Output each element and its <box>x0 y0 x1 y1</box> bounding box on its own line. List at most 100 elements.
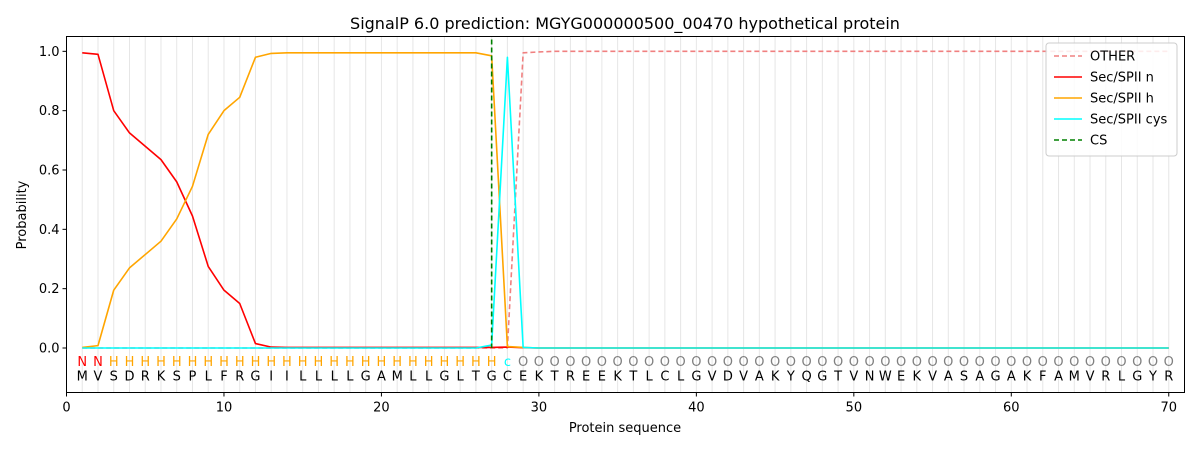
region-label: H <box>471 355 481 370</box>
x-tick-label: 10 <box>216 401 233 416</box>
region-label: O <box>943 355 953 370</box>
region-label: H <box>109 355 119 370</box>
x-tick-label: 20 <box>373 401 390 416</box>
y-tick-label: 0.6 <box>39 164 60 179</box>
residue-letter: A <box>755 370 764 385</box>
residue-letter: L <box>457 370 465 385</box>
x-tick-label: 50 <box>846 401 863 416</box>
region-label: O <box>1006 355 1016 370</box>
residue-letter: Y <box>1148 370 1157 385</box>
region-label: O <box>628 355 638 370</box>
x-tick-label: 30 <box>531 401 548 416</box>
residue-letter: T <box>628 370 637 385</box>
region-label: H <box>298 355 308 370</box>
series-line-sec-spii-cys <box>82 56 1169 349</box>
region-label: H <box>235 355 245 370</box>
region-label: H <box>377 355 387 370</box>
y-tick-label: 0.0 <box>39 342 60 357</box>
region-label: O <box>770 355 780 370</box>
residue-letter: C <box>503 370 512 385</box>
residue-letter: L <box>205 370 213 385</box>
residue-letter: Q <box>801 370 811 385</box>
region-label: H <box>314 355 324 370</box>
region-label: O <box>975 355 985 370</box>
series-line-sec-spii-n <box>82 52 1169 349</box>
region-label: O <box>849 355 859 370</box>
region-label: O <box>912 355 922 370</box>
residue-letter: P <box>189 370 197 385</box>
x-tick-label: 0 <box>62 401 70 416</box>
residue-letter: G <box>817 370 827 385</box>
region-label: H <box>408 355 418 370</box>
series-line-sec-spii-h <box>82 52 1169 349</box>
residue-letter: F <box>1039 370 1046 385</box>
residue-letter: G <box>991 370 1001 385</box>
residue-letter: L <box>346 370 354 385</box>
region-label: H <box>172 355 182 370</box>
legend-entry: CS <box>1090 134 1107 149</box>
residue-letter: Y <box>786 370 795 385</box>
legend-entry: OTHER <box>1090 50 1135 65</box>
residue-letter: L <box>645 370 653 385</box>
x-tick-label: 60 <box>1003 401 1020 416</box>
region-label: O <box>581 355 591 370</box>
residue-letter: N <box>865 370 875 385</box>
residue-letter: G <box>487 370 497 385</box>
residue-letter: T <box>471 370 480 385</box>
x-tick-label: 40 <box>688 401 705 416</box>
residue-letter: G <box>361 370 371 385</box>
residue-letter: V <box>1086 370 1095 385</box>
residue-letter: K <box>535 370 544 385</box>
residue-letter: V <box>708 370 717 385</box>
region-label: O <box>1164 355 1174 370</box>
region-label: O <box>597 355 607 370</box>
y-tick-label: 0.4 <box>39 223 60 238</box>
residue-letter: V <box>928 370 937 385</box>
legend-entry: Sec/SPII n <box>1090 71 1154 86</box>
region-label: O <box>1132 355 1142 370</box>
residue-letter: M <box>392 370 403 385</box>
region-label: O <box>534 355 544 370</box>
region-label: O <box>565 355 575 370</box>
residue-letter: T <box>550 370 559 385</box>
region-label: H <box>440 355 450 370</box>
region-label: H <box>329 355 339 370</box>
residue-letter: V <box>94 370 103 385</box>
region-label: H <box>392 355 402 370</box>
region-label: O <box>833 355 843 370</box>
region-label: H <box>156 355 166 370</box>
x-axis-title: Protein sequence <box>569 421 681 436</box>
y-tick-label: 0.2 <box>39 282 60 297</box>
region-label: O <box>817 355 827 370</box>
residue-letter: L <box>299 370 307 385</box>
residue-letter: V <box>739 370 748 385</box>
region-label: O <box>738 355 748 370</box>
region-label: O <box>927 355 937 370</box>
residue-letter: R <box>141 370 150 385</box>
region-label: O <box>1085 355 1095 370</box>
residue-letter: L <box>409 370 417 385</box>
residue-letter: A <box>944 370 953 385</box>
residue-letter: A <box>1007 370 1016 385</box>
region-label: O <box>723 355 733 370</box>
x-tick-label: 70 <box>1160 401 1177 416</box>
region-label: O <box>1069 355 1079 370</box>
residue-letter: E <box>598 370 606 385</box>
region-label: H <box>361 355 371 370</box>
region-label: O <box>864 355 874 370</box>
residue-letter: G <box>1132 370 1142 385</box>
residue-letter: A <box>975 370 984 385</box>
region-label: O <box>801 355 811 370</box>
residue-letter: S <box>110 370 118 385</box>
residue-letter: S <box>960 370 968 385</box>
region-label: H <box>282 355 292 370</box>
region-label: O <box>1053 355 1063 370</box>
residue-letter: D <box>124 370 134 385</box>
legend-entry: Sec/SPII cys <box>1090 113 1168 128</box>
region-label: O <box>518 355 528 370</box>
residue-letter: R <box>1164 370 1173 385</box>
region-label: H <box>424 355 434 370</box>
region-label: O <box>754 355 764 370</box>
region-label: H <box>266 355 276 370</box>
residue-letter: M <box>77 370 88 385</box>
